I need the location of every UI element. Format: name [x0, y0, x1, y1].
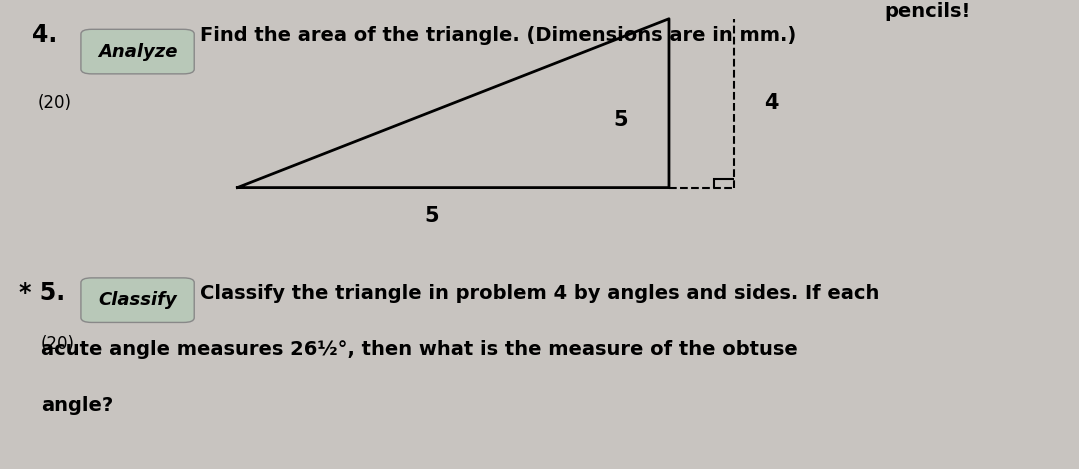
Text: Find the area of the triangle. (Dimensions are in mm.): Find the area of the triangle. (Dimensio… — [200, 26, 796, 45]
Text: (20): (20) — [41, 335, 76, 353]
Text: pencils!: pencils! — [885, 2, 971, 22]
Text: (20): (20) — [38, 94, 72, 112]
FancyBboxPatch shape — [81, 30, 194, 74]
Text: acute angle measures 26½°, then what is the measure of the obtuse: acute angle measures 26½°, then what is … — [41, 340, 797, 359]
Text: 4: 4 — [764, 93, 779, 113]
Text: 5: 5 — [613, 110, 628, 129]
FancyBboxPatch shape — [81, 278, 194, 323]
Text: angle?: angle? — [41, 396, 113, 416]
Text: 5: 5 — [424, 206, 439, 226]
Text: Classify: Classify — [98, 291, 177, 309]
Text: * 5.: * 5. — [19, 281, 66, 305]
Text: 4.: 4. — [32, 23, 57, 47]
Text: Classify the triangle in problem 4 by angles and sides. If each: Classify the triangle in problem 4 by an… — [200, 284, 879, 303]
Text: Analyze: Analyze — [98, 43, 177, 61]
